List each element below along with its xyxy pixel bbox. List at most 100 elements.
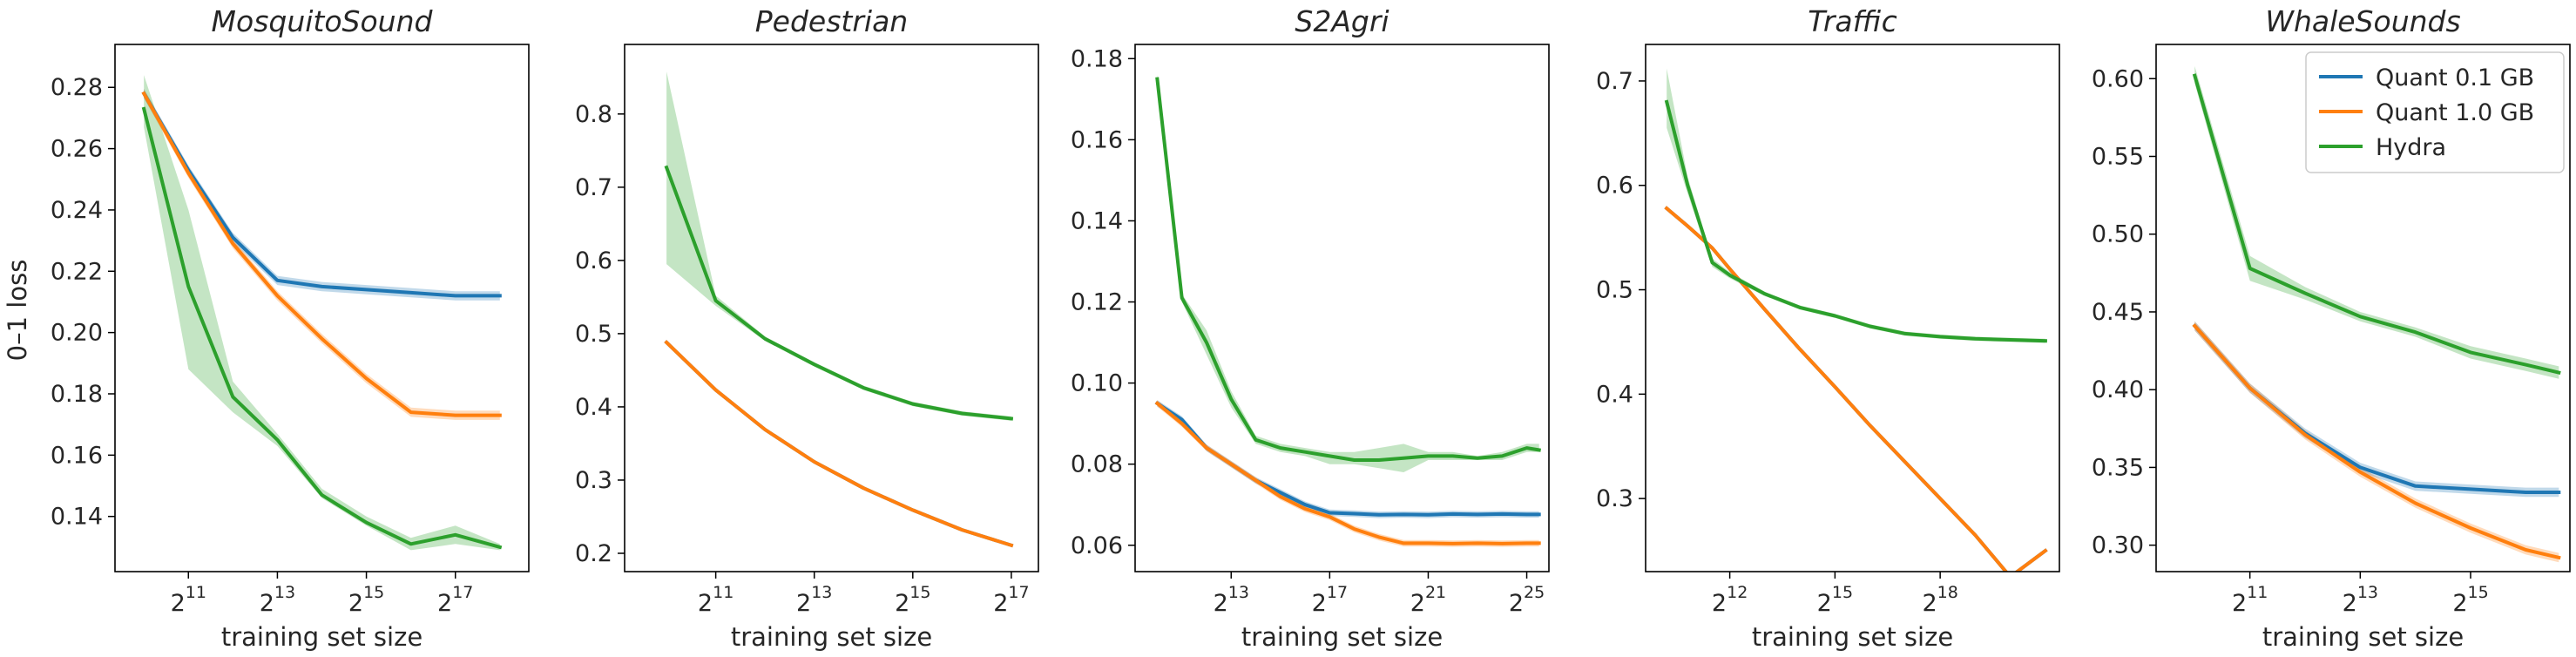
legend-label: Quant 0.1 GB (2376, 64, 2534, 91)
y-tick-label: 0.50 (2092, 221, 2144, 248)
x-tick-label: 225 (1509, 583, 1545, 617)
y-tick-label: 0.3 (1596, 485, 1633, 512)
legend-frame (2305, 51, 2565, 173)
y-tick-label: 0.60 (2092, 65, 2144, 92)
band-hydra (666, 71, 1011, 421)
x-tick-label: 217 (993, 583, 1029, 617)
series-line-quant-1-0-gb (141, 91, 502, 417)
axes-frame (114, 44, 530, 572)
y-tick-label: 0.35 (2092, 454, 2144, 481)
panel-pedestrian: 0.2 0.3 0.4 0.5 0.6 0.7 0.8 211 213 215 217 Pedestr… (575, 4, 1039, 652)
band-quant-0-1-gb (2194, 321, 2559, 498)
y-tick-label: 0.6 (575, 247, 612, 274)
x-tick-label: 211 (171, 583, 206, 617)
chart-title: MosquitoSound (212, 4, 434, 38)
y-tick-label: 0.7 (1596, 68, 1633, 95)
y-tick-label: 0.8 (575, 101, 612, 128)
y-tick-label: 0.16 (51, 442, 103, 469)
x-tick-label: 215 (895, 583, 930, 617)
plot-area (1664, 68, 2048, 572)
x-axis-label: training set size (2262, 622, 2464, 652)
y-tick-label: 0.10 (1071, 370, 1123, 397)
series-line-quant-0-1-gb (664, 340, 1014, 548)
legend-item-quant-1-0-gb: Quant 1.0 GB (2319, 99, 2534, 126)
y-tick-label: 0.55 (2092, 143, 2144, 170)
x-tick-label: 221 (1410, 583, 1446, 617)
y-tick-label: 0.40 (2092, 376, 2144, 403)
y-tick-label: 0.18 (1071, 45, 1123, 72)
plot-area (141, 75, 503, 551)
y-tick-label: 0.6 (1596, 173, 1633, 200)
y-tick-label: 0.26 (51, 136, 103, 163)
series-line-quant-1-0-gb (1154, 401, 1541, 545)
chart-title: S2Agri (1295, 4, 1389, 38)
y-tick-label: 0.24 (51, 197, 103, 224)
y-tick-label: 0.2 (575, 540, 612, 567)
y-tick-label: 0.18 (51, 381, 103, 408)
panel-mosquitosound: 0.14 0.16 0.18 0.20 0.22 0.24 0.26 0.28 211 213 21… (51, 4, 530, 652)
chart-title: Pedestrian (755, 4, 908, 38)
x-tick-label: 213 (2343, 583, 2378, 617)
legend-item-hydra: Hydra (2319, 134, 2446, 161)
panel-whalesounds: 0.30 0.35 0.40 0.45 0.50 0.55 0.60 211 213 215 Wha… (2092, 4, 2571, 652)
series-line-hydra (2192, 73, 2561, 376)
plot-area (1154, 74, 1541, 547)
y-tick-label: 0.06 (1071, 532, 1123, 559)
x-axis-label: training set size (221, 622, 423, 652)
y-tick-label: 0.45 (2092, 299, 2144, 326)
axes-frame (2155, 44, 2571, 572)
y-tick-label: 0.3 (575, 467, 612, 494)
series-line-hydra (1664, 99, 2047, 343)
y-tick-label: 0.20 (51, 320, 103, 347)
x-tick-label: 211 (2232, 583, 2268, 617)
y-tick-label: 0.7 (575, 174, 612, 201)
band-hydra (1667, 68, 2045, 343)
x-tick-label: 217 (1312, 583, 1348, 617)
series-line-quant-0-1-gb (141, 91, 502, 298)
x-tick-label: 213 (1214, 583, 1249, 617)
series-line-quant-0-1-gb (2192, 323, 2561, 494)
y-tick-label: 0.12 (1071, 289, 1123, 316)
chart-panels: 0.14 0.16 0.18 0.20 0.22 0.24 0.26 0.28 211 213 21… (51, 4, 2571, 652)
x-tick-label: 215 (1817, 583, 1853, 617)
band-quant-1-0-gb (666, 341, 1011, 547)
y-tick-label: 0.22 (51, 258, 103, 285)
series-line-quant-1-0-gb (664, 340, 1014, 548)
legend-label: Hydra (2376, 134, 2446, 161)
chart-title: WhaleSounds (2265, 4, 2460, 38)
y-tick-label: 0.08 (1071, 451, 1123, 478)
y-tick-label: 0.4 (575, 394, 612, 421)
y-tick-label: 0.14 (51, 504, 103, 531)
y-axis-label: 0–1 loss (3, 260, 32, 362)
band-hydra (1157, 74, 1539, 473)
band-quant-0-1-gb (666, 341, 1011, 547)
x-tick-label: 217 (437, 583, 473, 617)
x-tick-label: 213 (260, 583, 295, 617)
series-line-hydra (664, 165, 1014, 421)
x-axis-label: training set size (1752, 622, 1953, 652)
plot-area (664, 71, 1014, 548)
legend-item-quant-0-1-gb: Quant 0.1 GB (2319, 64, 2534, 91)
plot-area (2192, 66, 2561, 563)
x-tick-label: 213 (796, 583, 832, 617)
y-tick-label: 0.5 (575, 321, 612, 348)
y-tick-label: 0.30 (2092, 532, 2144, 559)
panel-traffic: 0.3 0.4 0.5 0.6 0.7 212 215 218 Traffic training … (1596, 4, 2060, 652)
axes-frame (1645, 44, 2060, 572)
y-tick-label: 0.28 (51, 74, 103, 101)
panel-s2agri: 0.06 0.08 0.10 0.12 0.14 0.16 0.18 213 217 221 225… (1071, 4, 1550, 652)
legend: Quant 0.1 GB Quant 1.0 GB Hydra (2305, 51, 2565, 173)
series-line-hydra (1155, 77, 1541, 462)
series-line-quant-1-0-gb (1664, 206, 2048, 572)
x-axis-label: training set size (1241, 622, 1443, 652)
x-tick-label: 215 (2452, 583, 2488, 617)
series-line-quant-1-0-gb (2192, 323, 2561, 560)
x-tick-label: 215 (348, 583, 384, 617)
y-tick-label: 0.14 (1071, 207, 1123, 234)
axes-frame (624, 44, 1039, 572)
legend-label: Quant 1.0 GB (2376, 99, 2534, 126)
x-tick-label: 218 (1922, 583, 1957, 617)
x-tick-label: 212 (1712, 583, 1748, 617)
x-axis-label: training set size (731, 622, 932, 652)
